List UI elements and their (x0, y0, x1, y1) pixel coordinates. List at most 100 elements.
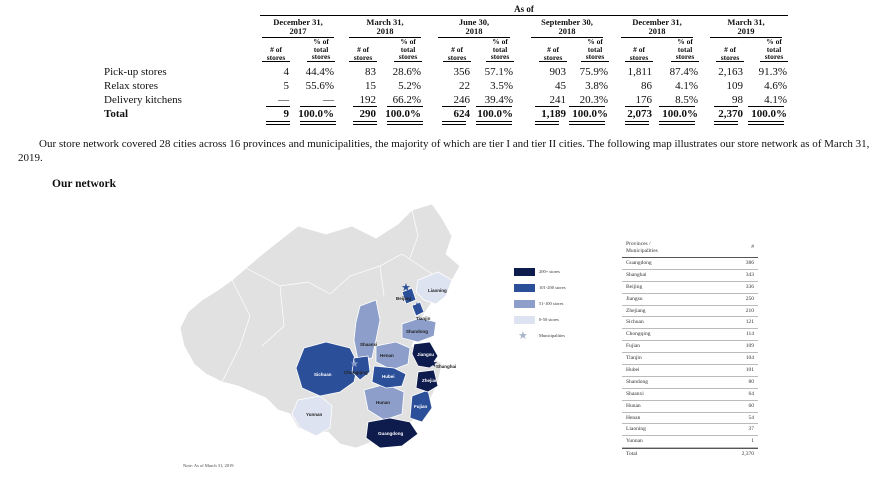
col-count-line2: stores (716, 53, 744, 62)
map-province-beijing (401, 287, 417, 305)
cell-count: 356 (453, 66, 471, 78)
total-top-rule (266, 106, 290, 107)
province-name: Shaanxi (626, 390, 644, 397)
cell-percent: 3.8% (585, 80, 608, 92)
col-pct-line2: total (400, 44, 416, 54)
total-double-rule (659, 121, 695, 125)
province-total-label: Total (626, 451, 638, 458)
legend-text: 0-50 stores (539, 317, 559, 322)
total-top-rule (442, 106, 466, 107)
province-name: Guangdong (626, 260, 652, 266)
cell-percent: 39.4% (484, 94, 513, 106)
period-line2: 2018 (376, 26, 394, 36)
total-double-rule (714, 121, 738, 125)
col-pct-line3: stores (760, 53, 788, 62)
col-count-line1: # of (270, 45, 282, 54)
cell-count: 109 (726, 80, 744, 92)
total-double-rule (387, 121, 423, 125)
legend-text: 101-200 stores (539, 285, 566, 290)
map-label-yunnan: Yunnan (306, 412, 323, 417)
col-pct-line3: stores (394, 53, 422, 62)
total-top-rule (476, 106, 512, 107)
cell-percent: 100.0% (572, 108, 608, 120)
col-pct-line1: % of (766, 37, 782, 46)
cell-percent: 4.1% (675, 80, 698, 92)
legend-text: 200+ stores (539, 269, 560, 274)
map-label-liaoning: Liaoning (428, 288, 447, 293)
map-label-tianjin: Tianjin (416, 316, 431, 321)
province-name: Yunnan (626, 438, 643, 445)
cell-count: 1,189 (541, 108, 566, 120)
province-name: Zhejiang (626, 307, 646, 314)
province-row: Liaoning 37 (622, 424, 758, 437)
cell-count: 2,163 (718, 66, 743, 78)
cell-percent: 4.1% (764, 94, 787, 106)
province-count: 121 (745, 319, 754, 326)
map-label-sichuan: Sichuan (314, 372, 332, 377)
province-row: Hunan 60 (622, 401, 758, 413)
period-line1: December 31, (632, 17, 682, 27)
map-province-hubei (371, 365, 407, 389)
star-icon: ★ (350, 359, 359, 370)
cell-percent: 100.0% (662, 108, 698, 120)
map-label-hunan: Hunan (376, 400, 390, 405)
cell-count: 83 (365, 66, 376, 78)
province-row: Yunnan 1 (622, 436, 758, 449)
col-count-line2: stores (539, 53, 567, 62)
col-header-count: # of stores (261, 46, 291, 62)
map-label-hubei: Hubei (382, 374, 395, 379)
total-top-rule (659, 106, 695, 107)
total-double-rule (300, 121, 336, 125)
province-row: Jiangsu 250 (622, 294, 758, 306)
col-header-percent: % of total stores (485, 38, 515, 62)
map-province-chongqing (351, 355, 371, 381)
province-row: Sichuan 121 (622, 317, 758, 330)
table-as-of-header: As of (260, 4, 788, 16)
network-paragraph: Our store network covered 28 cities acro… (18, 138, 870, 164)
col-header-count: # of stores (348, 46, 378, 62)
cell-count: 98 (732, 94, 743, 106)
total-top-rule (714, 106, 738, 107)
cell-percent: 4.6% (764, 80, 787, 92)
cell-percent: 100.0% (751, 108, 787, 120)
total-double-rule (442, 121, 466, 125)
province-name: Sichuan (626, 319, 644, 326)
total-top-rule (535, 106, 559, 107)
col-pct-line1: % of (587, 37, 603, 46)
row-label: Relax stores (104, 80, 159, 92)
province-row: Shanghai 343 (622, 270, 758, 282)
province-count: 54 (748, 414, 755, 421)
period-header: December 31, 2017 (262, 18, 334, 38)
cell-count: 9 (283, 108, 290, 120)
col-header-count: # of stores (624, 46, 654, 62)
cell-percent: 3.5% (490, 80, 513, 92)
total-top-rule (748, 106, 784, 107)
cell-count: 903 (549, 66, 567, 78)
province-row: Shandong 80 (622, 377, 758, 389)
province-row: Shaanxi 64 (622, 389, 758, 401)
period-line1: September 30, (541, 17, 593, 27)
period-line2: 2019 (737, 26, 755, 36)
province-name: Chongqing (626, 331, 651, 338)
period-line2: 2018 (558, 26, 576, 36)
period-underline (349, 37, 421, 38)
province-name: Hubei (626, 367, 640, 374)
period-header: June 30, 2018 (438, 18, 510, 38)
cell-percent: 57.1% (484, 66, 513, 78)
province-row: Beijing 336 (622, 282, 758, 294)
china-store-map: ★ ★ ★ ★ Beijing Liaoning Tianjin Shandon… (180, 203, 461, 449)
province-count: 104 (745, 355, 754, 362)
cell-count: 2,073 (627, 108, 652, 120)
province-row: Zhejiang 210 (622, 306, 758, 318)
map-province-shandong (401, 317, 437, 343)
col-count-line2: stores (349, 53, 377, 62)
star-icon: ★ (518, 330, 528, 342)
period-header: March 31, 2019 (710, 18, 782, 38)
province-header-line1: Provinces / (626, 241, 651, 247)
province-count: 37 (748, 426, 755, 433)
period-underline (531, 37, 603, 38)
map-province-shaanxi (353, 299, 381, 361)
col-count-line1: # of (451, 45, 463, 54)
cell-percent: 5.2% (398, 80, 421, 92)
cell-percent: 100.0% (385, 108, 421, 120)
